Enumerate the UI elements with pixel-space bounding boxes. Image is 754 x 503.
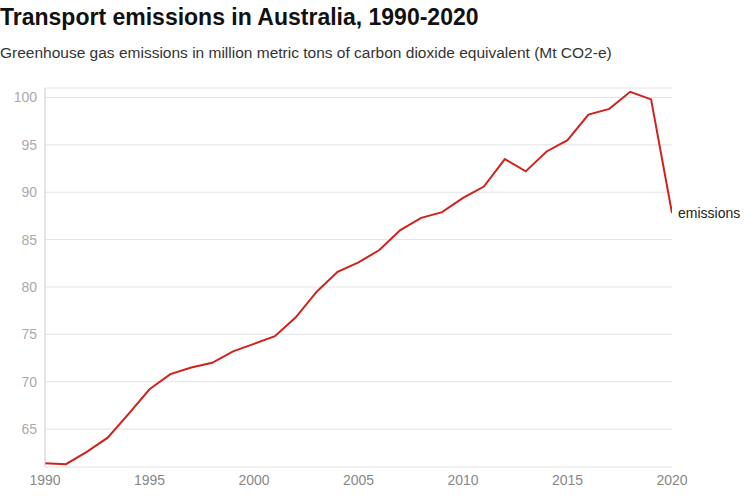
svg-text:80: 80 bbox=[21, 279, 37, 295]
svg-text:2005: 2005 bbox=[343, 472, 374, 488]
svg-text:70: 70 bbox=[21, 374, 37, 390]
svg-text:1990: 1990 bbox=[29, 472, 60, 488]
svg-text:100: 100 bbox=[14, 89, 38, 105]
html-text:Greenhouse gas emissions in mi: Greenhouse gas emissions in million metr… bbox=[0, 44, 612, 61]
svg-text:1995: 1995 bbox=[134, 472, 165, 488]
svg-text:75: 75 bbox=[21, 326, 37, 342]
svg-text:2000: 2000 bbox=[238, 472, 269, 488]
svg-text:2015: 2015 bbox=[552, 472, 583, 488]
svg-text:2020: 2020 bbox=[656, 472, 687, 488]
svg-text:85: 85 bbox=[21, 232, 37, 248]
svg-text:65: 65 bbox=[21, 421, 37, 437]
svg-text:2010: 2010 bbox=[447, 472, 478, 488]
svg-text:95: 95 bbox=[21, 137, 37, 153]
svg-text:90: 90 bbox=[21, 184, 37, 200]
svg-text:emissions: emissions bbox=[678, 205, 740, 221]
html-text:Transport emissions in Austral: Transport emissions in Australia, 1990-2… bbox=[0, 4, 479, 30]
